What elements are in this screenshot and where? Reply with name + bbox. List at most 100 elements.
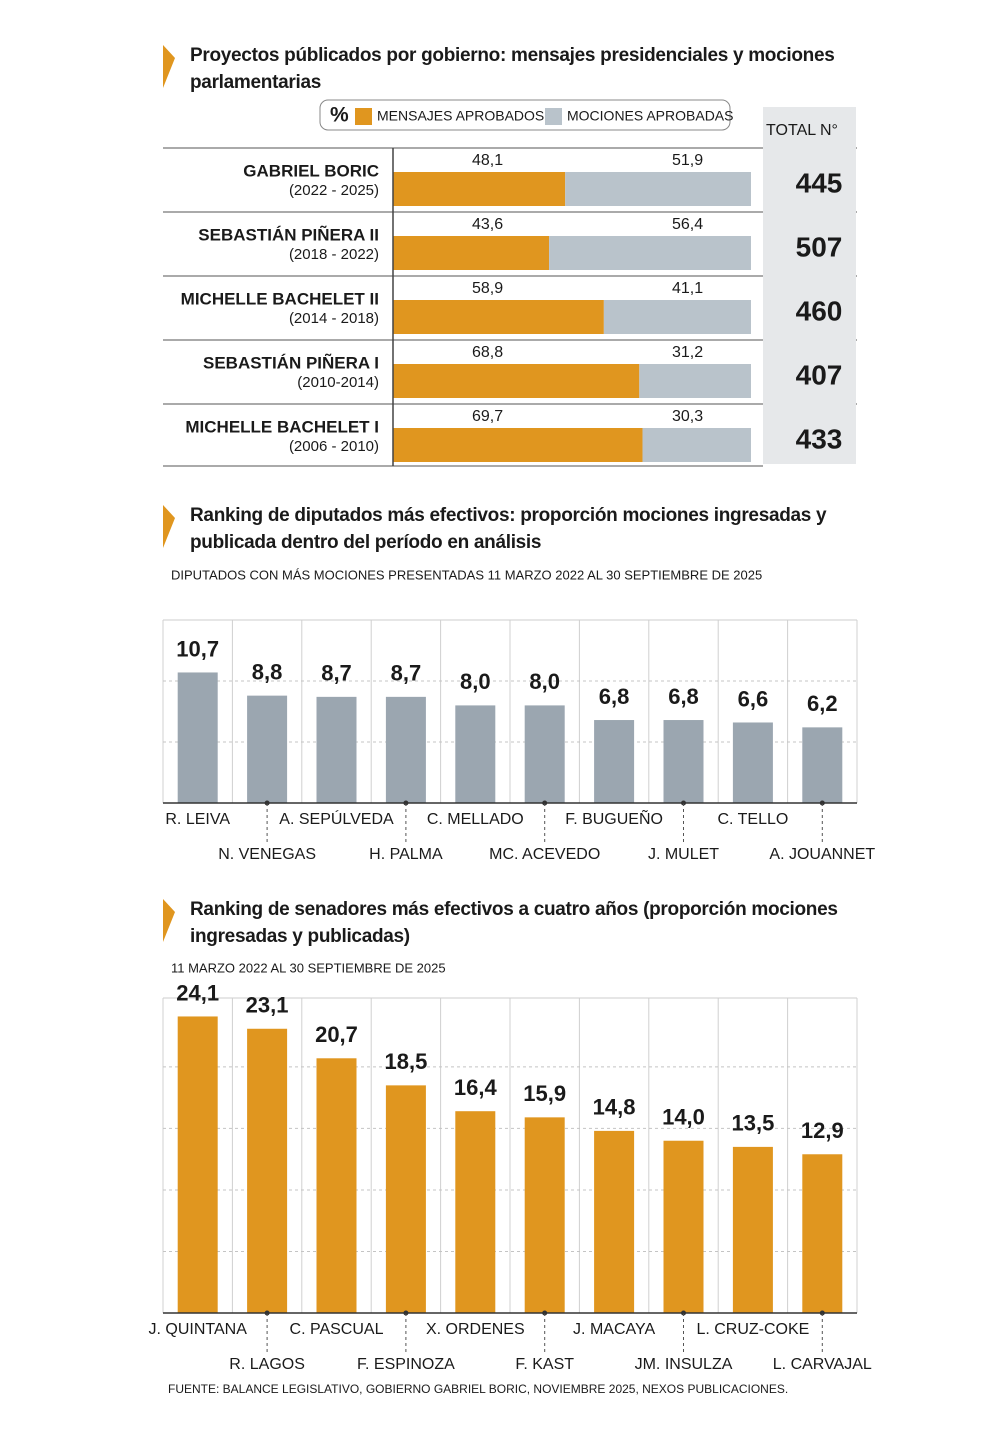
value-label: 8,7 bbox=[391, 661, 422, 686]
bar bbox=[455, 1111, 496, 1313]
legend-swatch bbox=[545, 108, 562, 125]
bar bbox=[594, 1130, 635, 1313]
bar bbox=[316, 696, 357, 803]
value-label: 43,6 bbox=[472, 216, 503, 233]
bar bbox=[524, 705, 565, 803]
value-label: 12,9 bbox=[801, 1118, 844, 1143]
category-label: MICHELLE BACHELET I bbox=[185, 417, 379, 436]
title-marker bbox=[163, 505, 175, 548]
bar bbox=[455, 705, 496, 803]
source: FUENTE: BALANCE LEGISLATIVO, GOBIERNO GA… bbox=[168, 1382, 788, 1396]
value-label: 68,8 bbox=[472, 344, 503, 361]
value-label: 6,8 bbox=[668, 684, 699, 709]
x-tick-label: C. MELLADO bbox=[427, 811, 524, 828]
x-tick-label: A. JOUANNET bbox=[769, 846, 875, 863]
bar bbox=[524, 1117, 565, 1313]
chart-title: Ranking de senadores más efectivos a cua… bbox=[190, 899, 838, 947]
x-tick-label: JM. INSULZA bbox=[635, 1356, 733, 1373]
bar bbox=[732, 1146, 773, 1313]
value-label: 30,3 bbox=[672, 408, 703, 425]
bar bbox=[663, 720, 704, 803]
value-label: 10,7 bbox=[176, 636, 219, 661]
value-label: 8,0 bbox=[529, 669, 560, 694]
x-tick-label: L. CARVAJAL bbox=[773, 1356, 872, 1373]
x-tick-label: J. MULET bbox=[648, 846, 719, 863]
x-tick-label: X. ORDENES bbox=[426, 1321, 525, 1338]
title-marker bbox=[163, 45, 175, 88]
x-tick-label: F. BUGUEÑO bbox=[565, 808, 663, 828]
bar bbox=[177, 1016, 218, 1313]
value-label: 6,2 bbox=[807, 691, 838, 716]
value-label: 31,2 bbox=[672, 344, 703, 361]
value-label: 13,5 bbox=[731, 1111, 774, 1136]
value-label: 14,0 bbox=[662, 1105, 705, 1130]
value-label: 58,9 bbox=[472, 280, 503, 297]
bar-segment bbox=[393, 236, 550, 270]
bar bbox=[177, 672, 218, 803]
x-tick-label: H. PALMA bbox=[369, 846, 443, 863]
bar bbox=[802, 727, 843, 803]
total-value: 445 bbox=[796, 167, 843, 198]
chart-title: Ranking de diputados más efectivos: prop… bbox=[190, 505, 827, 553]
chart-subtitle: 11 MARZO 2022 AL 30 SEPTIEMBRE DE 2025 bbox=[171, 960, 446, 975]
bar-segment bbox=[639, 364, 751, 398]
x-tick-label: MC. ACEVEDO bbox=[489, 846, 600, 863]
value-label: 69,7 bbox=[472, 408, 503, 425]
value-label: 14,8 bbox=[593, 1095, 636, 1120]
value-label: 48,1 bbox=[472, 152, 503, 169]
period-label: (2018 - 2022) bbox=[289, 246, 379, 263]
legend-label: MENSAJES APROBADOS bbox=[377, 108, 544, 124]
bar bbox=[385, 1085, 426, 1313]
total-value: 433 bbox=[796, 423, 843, 454]
value-label: 15,9 bbox=[523, 1081, 566, 1106]
category-label: GABRIEL BORIC bbox=[243, 161, 379, 180]
value-label: 24,1 bbox=[176, 980, 219, 1005]
total-column bbox=[763, 107, 856, 464]
period-label: (2022 - 2025) bbox=[289, 182, 379, 199]
x-tick-label: R. LAGOS bbox=[229, 1356, 305, 1373]
value-label: 20,7 bbox=[315, 1022, 358, 1047]
category-label: MICHELLE BACHELET II bbox=[181, 289, 379, 308]
value-label: 8,7 bbox=[321, 661, 352, 686]
bar-segment bbox=[393, 172, 566, 206]
value-label: 56,4 bbox=[672, 216, 703, 233]
bar-segment bbox=[642, 428, 751, 462]
bar bbox=[802, 1154, 843, 1313]
bar bbox=[385, 696, 426, 803]
bar-segment bbox=[603, 300, 751, 334]
value-label: 23,1 bbox=[246, 993, 289, 1018]
bar-segment bbox=[565, 172, 751, 206]
period-label: (2010-2014) bbox=[297, 374, 379, 391]
value-label: 51,9 bbox=[672, 152, 703, 169]
total-header: TOTAL N° bbox=[766, 122, 838, 139]
x-tick-label: C. TELLO bbox=[717, 811, 788, 828]
bar bbox=[594, 720, 635, 803]
legend-label: MOCIONES APROBADAS bbox=[567, 108, 733, 124]
period-label: (2006 - 2010) bbox=[289, 438, 379, 455]
chart-subtitle: DIPUTADOS CON MÁS MOCIONES PRESENTADAS 1… bbox=[171, 567, 762, 582]
x-tick-label: J. MACAYA bbox=[573, 1321, 655, 1338]
x-tick-label: A. SEPÚLVEDA bbox=[279, 809, 394, 828]
value-label: 6,8 bbox=[599, 684, 630, 709]
total-value: 507 bbox=[796, 231, 843, 262]
bar-segment bbox=[393, 428, 643, 462]
x-tick-label: L. CRUZ-COKE bbox=[696, 1321, 809, 1338]
bar bbox=[732, 722, 773, 803]
value-label: 41,1 bbox=[672, 280, 703, 297]
title-marker bbox=[163, 899, 175, 942]
value-label: 8,8 bbox=[252, 659, 283, 684]
category-label: SEBASTIÁN PIÑERA II bbox=[198, 224, 379, 244]
x-tick-label: F. ESPINOZA bbox=[357, 1356, 455, 1373]
total-value: 407 bbox=[796, 359, 843, 390]
x-tick-label: J. QUINTANA bbox=[149, 1321, 248, 1338]
x-tick-label: N. VENEGAS bbox=[218, 846, 316, 863]
period-label: (2014 - 2018) bbox=[289, 310, 379, 327]
category-label: SEBASTIÁN PIÑERA I bbox=[203, 352, 379, 372]
x-tick-label: F. KAST bbox=[515, 1356, 574, 1373]
bar-segment bbox=[393, 300, 604, 334]
chart-title: Proyectos públicados por gobierno: mensa… bbox=[190, 45, 835, 93]
total-value: 460 bbox=[796, 295, 843, 326]
value-label: 8,0 bbox=[460, 669, 491, 694]
